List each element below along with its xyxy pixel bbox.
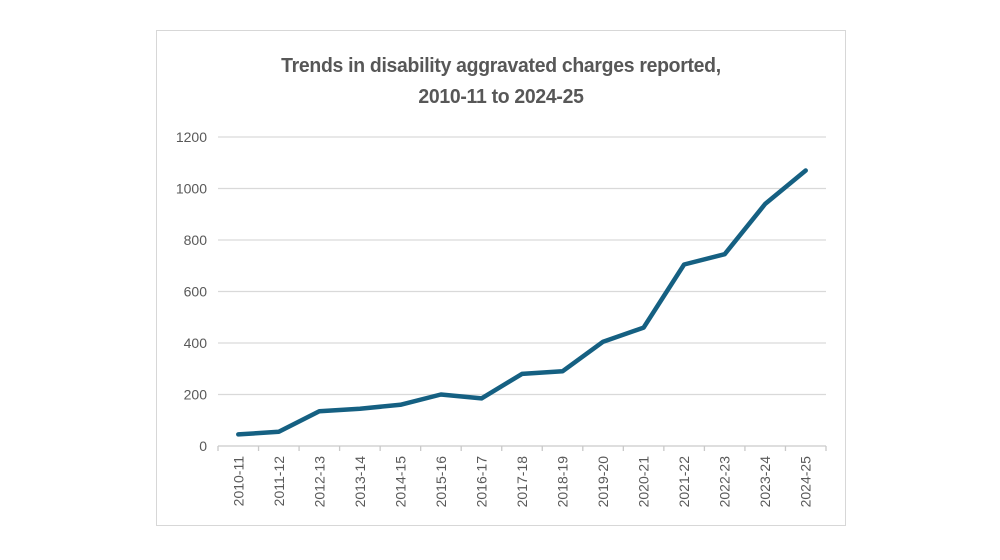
- y-tick-label: 0: [199, 438, 207, 454]
- y-tick-label: 600: [184, 284, 208, 300]
- chart-title: Trends in disability aggravated charges …: [167, 51, 834, 113]
- y-tick-label: 800: [184, 232, 208, 248]
- x-tick-label: 2013-14: [352, 456, 368, 508]
- x-tick-label: 2019-20: [595, 456, 611, 508]
- x-tick-label: 2023-24: [757, 456, 773, 508]
- x-tick-label: 2024-25: [798, 456, 814, 508]
- x-tick-label: 2010-11: [230, 456, 246, 507]
- y-tick-label: 1200: [176, 129, 207, 145]
- x-tick-label: 2020-21: [636, 456, 652, 508]
- x-tick-label: 2011-12: [271, 456, 287, 507]
- line-chart: 0 200 400 600 800 1000 1200 2010-11 2011-12 2012-…: [176, 129, 827, 508]
- x-tick-label: 2015-16: [433, 456, 449, 508]
- x-tick-label: 2022-23: [717, 456, 733, 508]
- x-tick-label: 2021-22: [676, 456, 692, 508]
- x-tick-label: 2016-17: [473, 456, 489, 508]
- data-series-line: [236, 168, 808, 437]
- x-tick-label: 2018-19: [555, 456, 571, 508]
- y-tick-label: 200: [184, 387, 208, 403]
- x-tick-label: 2017-18: [514, 456, 530, 508]
- y-tick-label: 1000: [176, 181, 207, 197]
- chart-title-line-1: Trends in disability aggravated charges …: [281, 55, 721, 77]
- x-tick-label: 2014-15: [392, 456, 408, 508]
- y-tick-label: 400: [184, 335, 208, 351]
- x-tick-label: 2012-13: [311, 456, 327, 508]
- chart-title-line-2: 2010-11 to 2024-25: [418, 86, 584, 108]
- chart-card: Trends in disability aggravated charges …: [156, 30, 846, 526]
